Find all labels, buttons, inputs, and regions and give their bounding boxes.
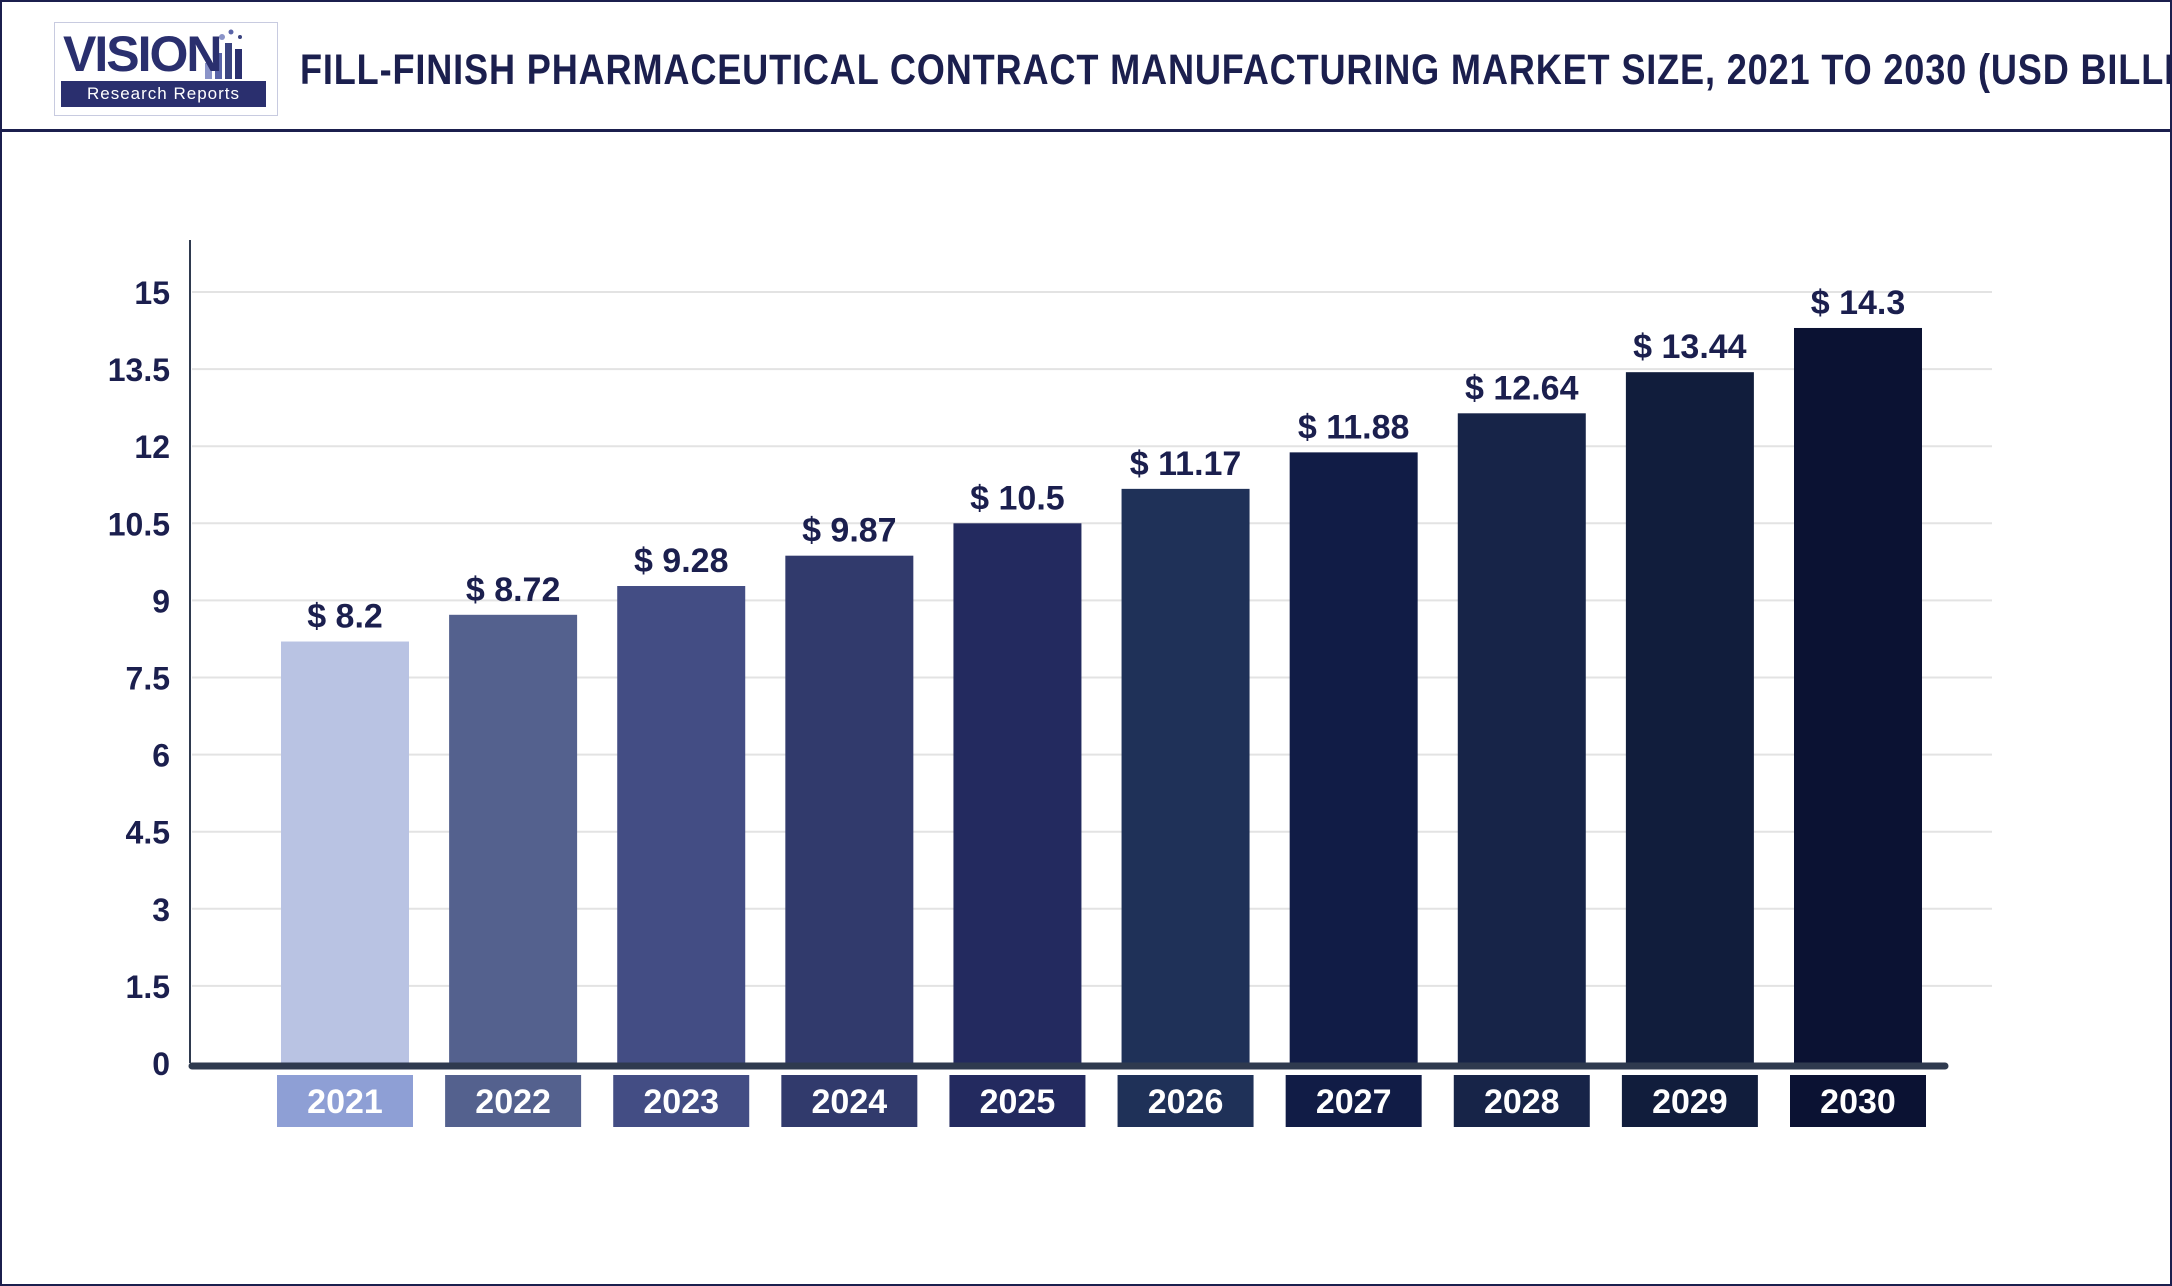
bar-2028 [1457, 413, 1586, 1064]
y-tick-label: 0 [152, 1046, 170, 1082]
bar-2021 [281, 641, 409, 1063]
y-tick-label: 12 [134, 429, 170, 465]
bar-2030 [1794, 327, 1922, 1063]
bar-2026 [1121, 488, 1250, 1063]
bar-2029 [1625, 372, 1754, 1063]
category-label-box [949, 1075, 1086, 1127]
bar-2022 [449, 614, 578, 1063]
bar-value-label: $ 11.17 [1130, 445, 1242, 483]
category-label: 2027 [1316, 1083, 1392, 1121]
category-label-box [613, 1075, 750, 1127]
bar-2024 [785, 555, 914, 1063]
y-tick-label: 1.5 [126, 969, 170, 1005]
category-label: 2025 [980, 1083, 1056, 1121]
category-label-box [277, 1075, 413, 1127]
bar-value-label: $ 10.5 [970, 479, 1065, 517]
bar-value-label: $ 11.88 [1298, 408, 1410, 446]
bar-value-label: $ 8.72 [466, 571, 561, 609]
bars [281, 327, 1922, 1064]
bar-value-label: $ 9.87 [802, 512, 897, 550]
bar-value-label: $ 13.44 [1633, 328, 1747, 366]
bar-value-label: $ 14.3 [1811, 284, 1906, 322]
y-tick-label: 4.5 [126, 815, 170, 851]
chart-title: FILL-FINISH PHARMACEUTICAL CONTRACT MANU… [300, 46, 2172, 94]
y-tick-label: 6 [152, 738, 170, 774]
category-label: 2024 [812, 1083, 888, 1121]
category-label: 2021 [307, 1083, 383, 1121]
category-label: 2023 [643, 1083, 719, 1121]
category-label: 2022 [475, 1083, 551, 1121]
category-label-box [1117, 1075, 1254, 1127]
logo-bars-icon [205, 29, 242, 79]
bar-value-label: $ 9.28 [634, 542, 729, 580]
y-tick-label: 9 [152, 583, 170, 619]
category-label: 2030 [1820, 1083, 1896, 1121]
axes [188, 240, 1949, 1070]
y-tick-label: 15 [134, 275, 170, 311]
bar-chart: 0 1.5 3 4.5 6 7.5 9 10.5 12 13.5 15 $ 8.2 $ 8.72 $ 9… [108, 240, 1992, 1127]
y-tick-label: 3 [152, 892, 170, 928]
bar-value-labels: $ 8.2 $ 8.72 $ 9.28 $ 9.87 $ 10.5 $ 11.17 $ 11… [307, 284, 1905, 636]
y-tick-label: 10.5 [108, 506, 170, 542]
vision-research-logo: VISION Research Reports [54, 22, 278, 116]
logo-wordmark: VISION [63, 26, 222, 82]
category-label-box [1790, 1075, 1926, 1127]
logo-subtitle: Research Reports [61, 81, 266, 107]
bar-value-label: $ 8.2 [307, 598, 383, 636]
category-labels: 2021 2022 2023 2024 2025 2026 2027 2028 2029 2030 [277, 1075, 1926, 1127]
y-axis-ticks: 0 1.5 3 4.5 6 7.5 9 10.5 12 13.5 15 [108, 275, 170, 1082]
category-label: 2026 [1148, 1083, 1224, 1121]
category-label-box [1285, 1075, 1422, 1127]
category-label-box [1621, 1075, 1758, 1127]
category-label-box [781, 1075, 918, 1127]
header: VISION Research Reports FILL-FINISH PHAR… [2, 2, 2172, 132]
category-label: 2029 [1652, 1083, 1728, 1121]
bar-2023 [617, 586, 746, 1063]
category-label-box [1453, 1075, 1590, 1127]
category-label: 2028 [1484, 1083, 1560, 1121]
bar-value-label: $ 12.64 [1465, 369, 1579, 407]
y-tick-label: 7.5 [126, 661, 170, 697]
bar-2025 [953, 523, 1082, 1063]
category-label-box [445, 1075, 582, 1127]
y-tick-label: 13.5 [108, 352, 170, 388]
bar-2027 [1289, 452, 1418, 1063]
